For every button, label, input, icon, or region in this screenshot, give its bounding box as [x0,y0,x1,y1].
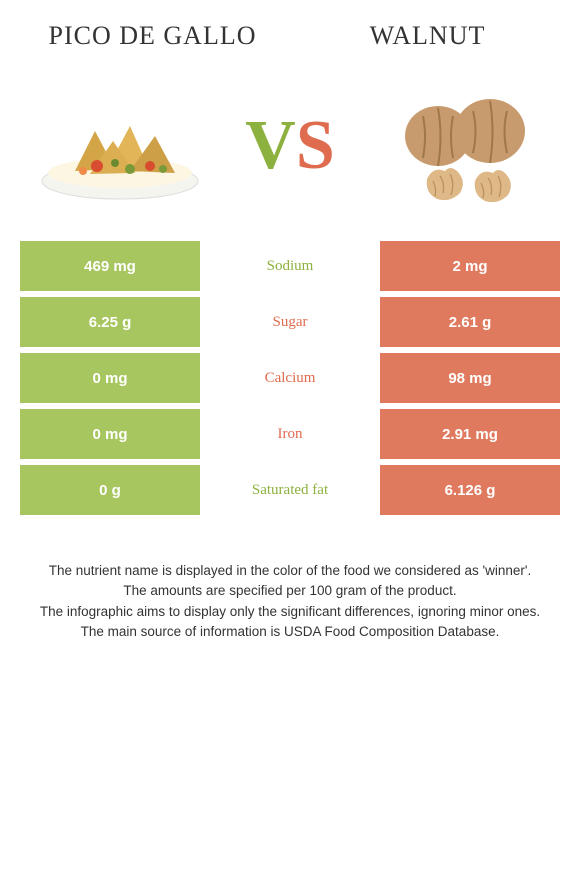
nutrient-label: Iron [200,409,380,459]
header: Pico de gallo Walnut [0,0,580,61]
table-row: 0 mg Iron 2.91 mg [20,409,560,459]
nutrient-label: Sodium [200,241,380,291]
footer-line: The nutrient name is displayed in the co… [20,561,560,581]
right-value: 6.126 g [380,465,560,515]
left-value: 0 mg [20,353,200,403]
title-left: Pico de gallo [40,20,265,51]
table-row: 6.25 g Sugar 2.61 g [20,297,560,347]
images-row: VS [0,61,580,241]
nutrient-label: Sugar [200,297,380,347]
nutrient-table: 469 mg Sodium 2 mg 6.25 g Sugar 2.61 g 0… [0,241,580,515]
right-value: 2 mg [380,241,560,291]
nutrient-label: Saturated fat [200,465,380,515]
footer-line: The amounts are specified per 100 gram o… [20,581,560,601]
vs-v: V [245,106,296,186]
vs-s: S [296,106,335,186]
table-row: 0 g Saturated fat 6.126 g [20,465,560,515]
footer-line: The main source of information is USDA F… [20,622,560,642]
title-right: Walnut [315,21,540,51]
table-row: 469 mg Sodium 2 mg [20,241,560,291]
left-value: 0 mg [20,409,200,459]
pico-de-gallo-image [35,81,205,211]
left-value: 6.25 g [20,297,200,347]
right-value: 2.61 g [380,297,560,347]
footer-line: The infographic aims to display only the… [20,602,560,622]
nutrient-label: Calcium [200,353,380,403]
walnut-image [375,81,545,211]
table-row: 0 mg Calcium 98 mg [20,353,560,403]
left-value: 0 g [20,465,200,515]
right-value: 2.91 mg [380,409,560,459]
left-value: 469 mg [20,241,200,291]
footer: The nutrient name is displayed in the co… [0,521,580,662]
right-value: 98 mg [380,353,560,403]
vs-label: VS [245,106,335,186]
